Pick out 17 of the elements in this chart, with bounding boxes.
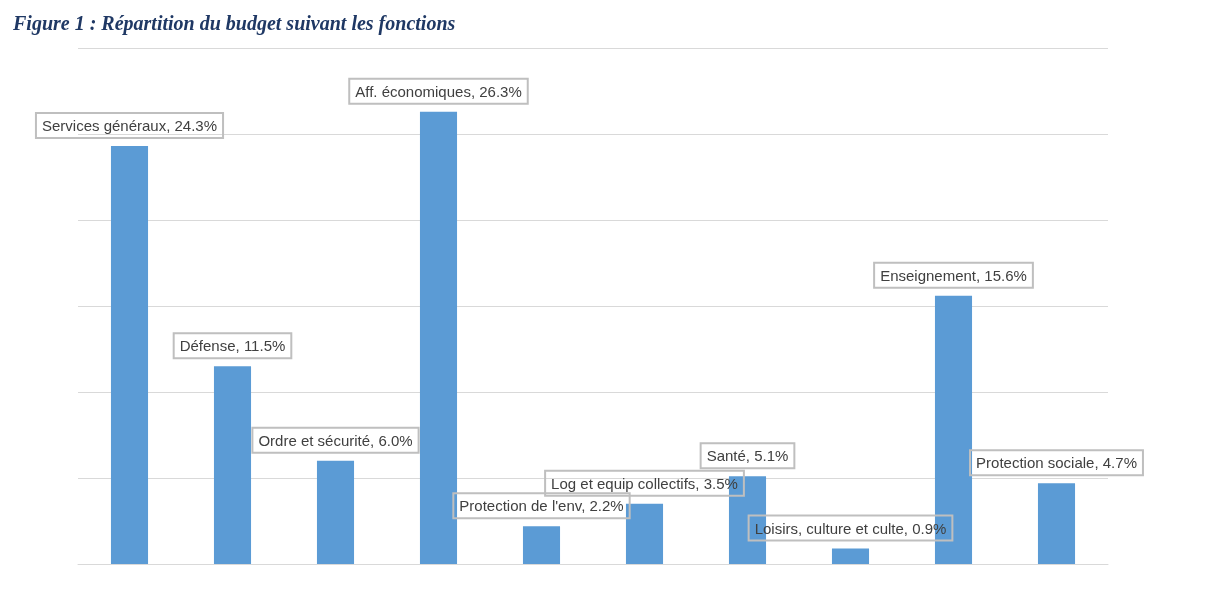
data-label: Ordre et sécurité, 6.0% (258, 431, 413, 449)
data-label: Défense, 11.5% (179, 337, 286, 355)
bar (213, 366, 252, 564)
data-label: Aff. économiques, 26.3% (355, 82, 522, 100)
bar (110, 146, 149, 564)
bar (831, 548, 870, 564)
bar (522, 526, 561, 564)
data-label: Protection de l'env, 2.2% (459, 497, 624, 515)
data-label: Enseignement, 15.6% (880, 266, 1027, 284)
data-label: Services généraux, 24.3% (41, 117, 218, 135)
bar (1037, 483, 1076, 564)
bar (625, 503, 664, 564)
data-label: Santé, 5.1% (706, 447, 789, 465)
bar (419, 111, 458, 564)
chart-title: Figure 1 : Répartition du budget suivant les fonctions (12, 12, 456, 35)
bar (316, 460, 355, 564)
data-label: Protection sociale, 4.7% (976, 454, 1137, 472)
